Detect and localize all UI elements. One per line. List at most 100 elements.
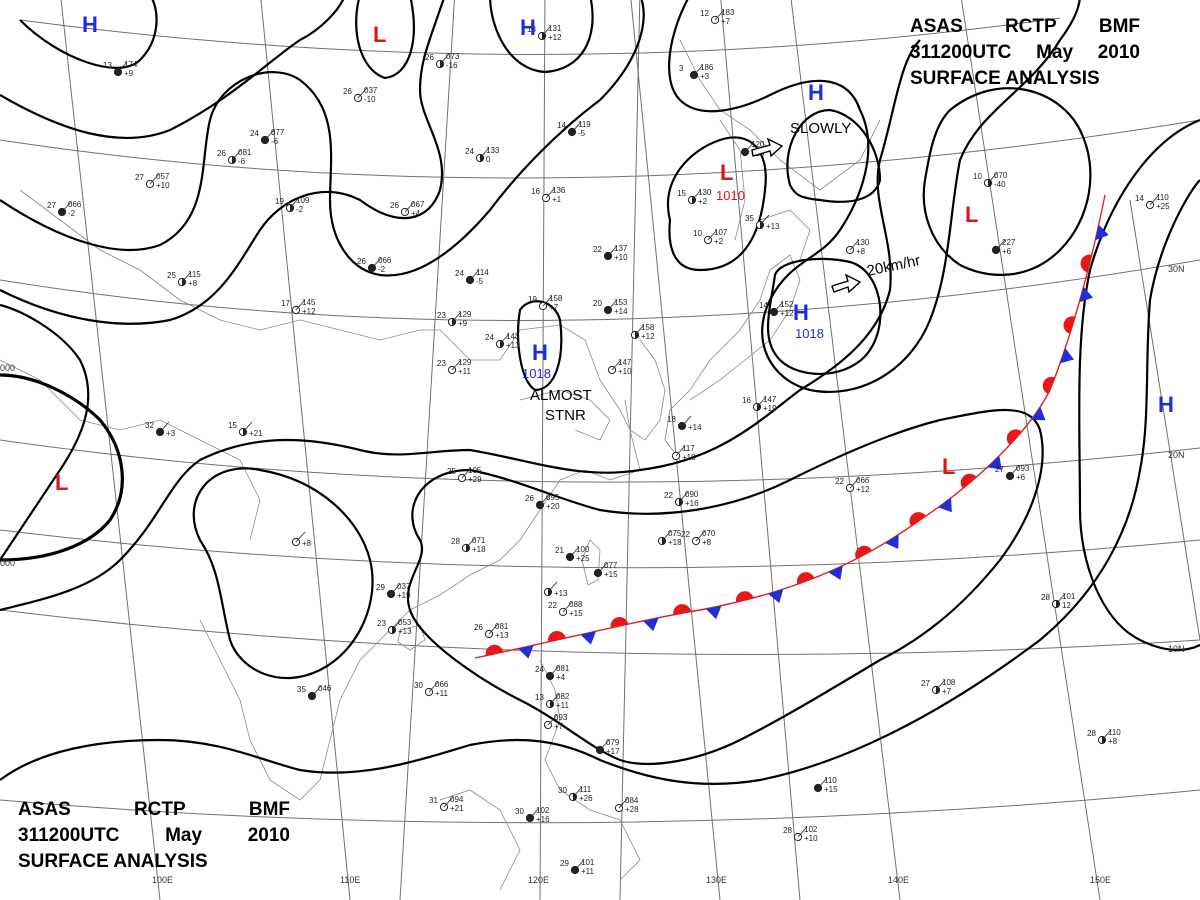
wind-barb bbox=[547, 581, 558, 593]
station-pressure: 158 bbox=[549, 294, 563, 303]
station-plot: 28 110+8 bbox=[1087, 728, 1121, 746]
station-pressure: 117 bbox=[682, 444, 695, 453]
station-tendency: +18 bbox=[682, 453, 696, 462]
station-pressure: 067 bbox=[411, 200, 425, 209]
station-pressure: 105 bbox=[468, 466, 482, 475]
wind-barb bbox=[542, 295, 553, 307]
lat-label-10n: 10N bbox=[1168, 644, 1185, 654]
wind-barb bbox=[443, 796, 454, 808]
cold-front-triangle bbox=[768, 589, 784, 603]
isobar-16 bbox=[0, 39, 921, 612]
station-tendency: +12 bbox=[548, 33, 562, 42]
wind-barb bbox=[675, 445, 686, 457]
station-tendency: +7 bbox=[942, 687, 952, 696]
station-pressure: 143 bbox=[506, 332, 520, 341]
station-plot: 25 105+29 bbox=[447, 466, 482, 484]
footer-month: May bbox=[165, 825, 203, 846]
wind-barb bbox=[995, 239, 1006, 251]
cold-front-triangle bbox=[938, 497, 952, 513]
header-agency: ASAS bbox=[910, 16, 963, 37]
station-cloud-cover bbox=[760, 221, 764, 229]
station-tendency: +9 bbox=[458, 319, 468, 328]
station-temperature: 27 bbox=[995, 465, 1004, 474]
wind-barb bbox=[607, 299, 618, 311]
station-temperature: 31 bbox=[429, 796, 438, 805]
isobar-labels: 000 000 bbox=[0, 363, 15, 568]
station-tendency: +10 bbox=[618, 367, 632, 376]
station-tendency: +8 bbox=[702, 538, 712, 547]
station-pressure: 102 bbox=[804, 825, 818, 834]
station-tendency: +3 bbox=[700, 72, 710, 81]
station-tendency: +12 bbox=[856, 485, 870, 494]
meridian-125e bbox=[619, 0, 641, 900]
station-cloud-cover bbox=[392, 626, 396, 634]
station-cloud-cover bbox=[1102, 736, 1106, 744]
station-plot: 075+18 bbox=[657, 529, 682, 547]
station-temperature: 22 bbox=[548, 601, 557, 610]
wind-barb bbox=[678, 491, 689, 503]
station-plot: 24 077-6 bbox=[250, 128, 285, 146]
wind-barb bbox=[404, 201, 415, 213]
meridian-115e bbox=[399, 0, 455, 900]
station-cloud-cover bbox=[466, 544, 470, 552]
station-temperature: 21 bbox=[555, 546, 564, 555]
wind-barb bbox=[181, 271, 192, 283]
warm-front-semicircle bbox=[1006, 429, 1022, 446]
station-temperature: 15 bbox=[677, 189, 686, 198]
header-bottom: ASAS RCTP BMF 311200UTC May 2010 SURFACE… bbox=[18, 797, 290, 875]
station-cloud-cover bbox=[542, 32, 546, 40]
station-tendency: +16 bbox=[536, 815, 550, 824]
station-tendency: +18 bbox=[668, 538, 682, 547]
station-cloud-cover bbox=[679, 498, 683, 506]
station-tendency: +7 bbox=[554, 722, 564, 731]
station-plot: 35 +13 bbox=[745, 214, 780, 231]
wind-barb bbox=[707, 229, 718, 241]
low-centre-north: L bbox=[373, 22, 386, 47]
wind-barb bbox=[849, 239, 860, 251]
lon-label-100e: 100E bbox=[152, 875, 173, 885]
wind-barb bbox=[549, 693, 560, 705]
station-pressure: 081 bbox=[556, 664, 570, 673]
station-temperature: 23 bbox=[377, 619, 386, 628]
pressure-1018-japan: 1018 bbox=[795, 326, 824, 341]
station-cloud-cover bbox=[182, 278, 186, 286]
wind-barb bbox=[1009, 465, 1020, 477]
station-plot: 30 111+26 bbox=[558, 785, 593, 803]
cold-front-triangle bbox=[1060, 348, 1075, 364]
wind-barb bbox=[695, 530, 706, 542]
station-plot: 16 136+1 bbox=[531, 186, 566, 204]
station-cloud-cover bbox=[757, 403, 761, 411]
station-temperature: 16 bbox=[742, 396, 751, 405]
station-cloud-cover bbox=[1056, 600, 1060, 608]
station-tendency: -2 bbox=[378, 265, 386, 274]
station-pressure: 066 bbox=[856, 476, 870, 485]
station-temperature: 28 bbox=[451, 537, 460, 546]
station-tendency: +25 bbox=[1156, 202, 1170, 211]
station-pressure: 077 bbox=[271, 128, 285, 137]
wind-barb bbox=[357, 87, 368, 99]
station-pressure: 130 bbox=[698, 188, 712, 197]
station-cloud-cover bbox=[573, 793, 577, 801]
coast-china bbox=[359, 324, 641, 661]
station-temperature: 3 bbox=[679, 64, 684, 73]
parallel-35n bbox=[0, 119, 1200, 179]
station-pressure: 133 bbox=[486, 146, 500, 155]
station-plot: 16 147+19 bbox=[742, 395, 777, 413]
station-tendency: +19 bbox=[763, 404, 777, 413]
cold-front-triangle bbox=[518, 645, 534, 659]
station-cloud-cover bbox=[550, 700, 554, 708]
header-bottom-line3: SURFACE ANALYSIS bbox=[18, 849, 290, 875]
footer-station: RCTP bbox=[133, 799, 186, 820]
station-plot: 26 081-6 bbox=[217, 148, 252, 166]
station-tendency: +13 bbox=[506, 341, 520, 350]
high-centre-pacific: H bbox=[1158, 392, 1174, 417]
coast-russia bbox=[679, 39, 881, 191]
station-temperature: 26 bbox=[217, 149, 226, 158]
station-temperature: 30 bbox=[414, 681, 423, 690]
parallel-40n bbox=[19, 17, 1061, 55]
station-plot: 23 053+13 bbox=[377, 618, 412, 636]
graticule-labels: 100E 110E 120E 130E 140E 150E 30N 20N 10… bbox=[152, 264, 1185, 885]
station-pressure: 109 bbox=[296, 196, 310, 205]
station-tendency: +13 bbox=[495, 631, 509, 640]
station-pressure: 088 bbox=[569, 600, 583, 609]
